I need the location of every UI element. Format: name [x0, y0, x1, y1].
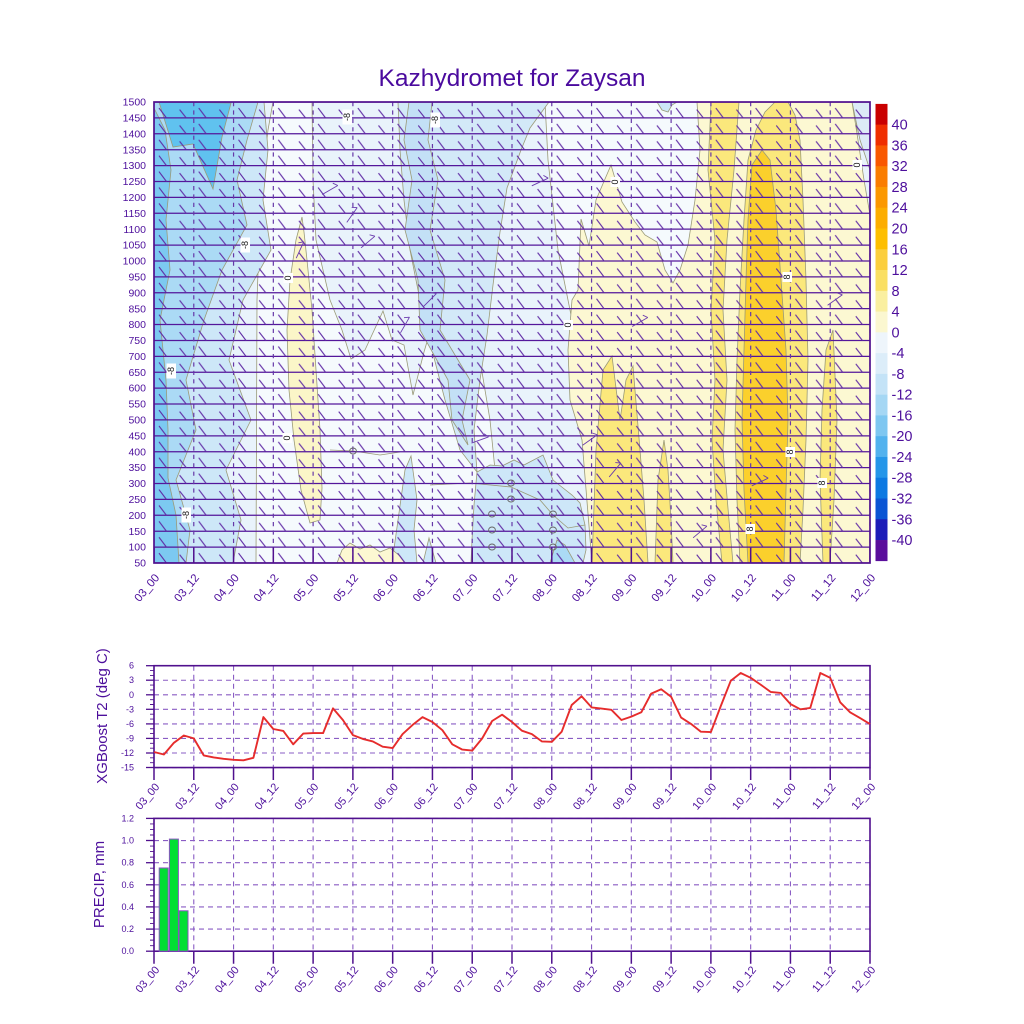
- svg-text:-20: -20: [892, 429, 913, 445]
- svg-text:0: 0: [563, 322, 573, 327]
- svg-text:900: 900: [128, 287, 146, 299]
- svg-text:100: 100: [128, 542, 146, 554]
- svg-text:-15: -15: [121, 763, 134, 773]
- svg-text:-9: -9: [126, 733, 134, 743]
- svg-text:8: 8: [817, 480, 827, 485]
- svg-text:0.8: 0.8: [121, 858, 134, 868]
- svg-text:6: 6: [129, 661, 134, 671]
- svg-text:32: 32: [892, 159, 908, 175]
- svg-text:4: 4: [892, 305, 900, 321]
- svg-text:-6: -6: [126, 719, 134, 729]
- svg-text:-40: -40: [892, 533, 913, 549]
- svg-text:300: 300: [128, 478, 146, 490]
- svg-text:1100: 1100: [123, 224, 146, 236]
- svg-text:50: 50: [134, 558, 146, 570]
- svg-text:550: 550: [128, 399, 146, 411]
- svg-text:-3: -3: [126, 704, 134, 714]
- svg-text:1.0: 1.0: [121, 836, 134, 846]
- svg-text:1150: 1150: [123, 208, 146, 220]
- svg-text:0.6: 0.6: [121, 880, 134, 890]
- svg-text:500: 500: [128, 415, 146, 427]
- svg-text:0.0: 0.0: [121, 946, 134, 956]
- svg-text:950: 950: [128, 272, 146, 284]
- svg-text:1400: 1400: [123, 128, 147, 140]
- svg-text:750: 750: [128, 335, 146, 347]
- svg-text:1050: 1050: [123, 240, 147, 252]
- svg-text:16: 16: [892, 242, 908, 258]
- svg-text:1250: 1250: [123, 176, 147, 188]
- svg-text:8: 8: [782, 274, 792, 279]
- svg-text:0: 0: [852, 162, 862, 167]
- svg-text:36: 36: [892, 138, 908, 154]
- svg-text:600: 600: [128, 383, 146, 395]
- svg-text:0: 0: [129, 690, 134, 700]
- svg-text:0.4: 0.4: [121, 902, 134, 912]
- svg-text:-8: -8: [240, 241, 250, 249]
- svg-text:40: 40: [892, 118, 908, 134]
- svg-text:150: 150: [128, 526, 146, 538]
- svg-text:400: 400: [128, 446, 146, 458]
- svg-text:350: 350: [128, 462, 146, 474]
- svg-text:1500: 1500: [123, 97, 147, 109]
- svg-text:450: 450: [128, 430, 146, 442]
- svg-text:0: 0: [282, 435, 292, 440]
- svg-text:700: 700: [128, 351, 146, 363]
- svg-text:1.2: 1.2: [121, 813, 134, 823]
- svg-text:28: 28: [892, 180, 908, 196]
- svg-text:850: 850: [128, 303, 146, 315]
- svg-text:8: 8: [745, 526, 755, 531]
- svg-text:-8: -8: [430, 116, 440, 124]
- svg-text:-4: -4: [892, 346, 905, 362]
- svg-text:24: 24: [892, 201, 908, 217]
- svg-text:0: 0: [610, 179, 620, 184]
- svg-text:-16: -16: [892, 408, 913, 424]
- svg-text:-12: -12: [892, 388, 913, 404]
- svg-text:-36: -36: [892, 512, 913, 528]
- svg-text:12: 12: [892, 263, 908, 279]
- svg-text:XGBoost T2 (deg C): XGBoost T2 (deg C): [94, 648, 111, 784]
- svg-text:800: 800: [128, 319, 146, 331]
- svg-text:0: 0: [283, 275, 293, 280]
- svg-text:8: 8: [785, 449, 795, 454]
- svg-text:Kazhydromet for Zaysan: Kazhydromet for Zaysan: [379, 65, 646, 92]
- svg-text:-8: -8: [342, 113, 352, 121]
- svg-text:20: 20: [892, 222, 908, 238]
- svg-text:-28: -28: [892, 471, 913, 487]
- svg-text:1450: 1450: [123, 113, 147, 125]
- svg-text:1000: 1000: [123, 256, 147, 268]
- svg-text:0: 0: [892, 325, 900, 341]
- svg-text:-8: -8: [166, 367, 176, 375]
- svg-text:-8: -8: [181, 511, 191, 519]
- svg-text:200: 200: [128, 510, 146, 522]
- svg-text:3: 3: [129, 675, 134, 685]
- svg-text:1200: 1200: [123, 192, 147, 204]
- svg-text:8: 8: [892, 284, 900, 300]
- svg-text:PRECIP, mm: PRECIP, mm: [91, 841, 108, 928]
- svg-text:-8: -8: [892, 367, 905, 383]
- svg-text:650: 650: [128, 367, 146, 379]
- svg-text:0.2: 0.2: [121, 924, 134, 934]
- svg-text:250: 250: [128, 494, 146, 506]
- svg-text:-12: -12: [121, 748, 134, 758]
- svg-text:1300: 1300: [123, 160, 147, 172]
- svg-text:1350: 1350: [123, 144, 147, 156]
- svg-text:-24: -24: [892, 450, 913, 466]
- svg-text:-32: -32: [892, 492, 913, 508]
